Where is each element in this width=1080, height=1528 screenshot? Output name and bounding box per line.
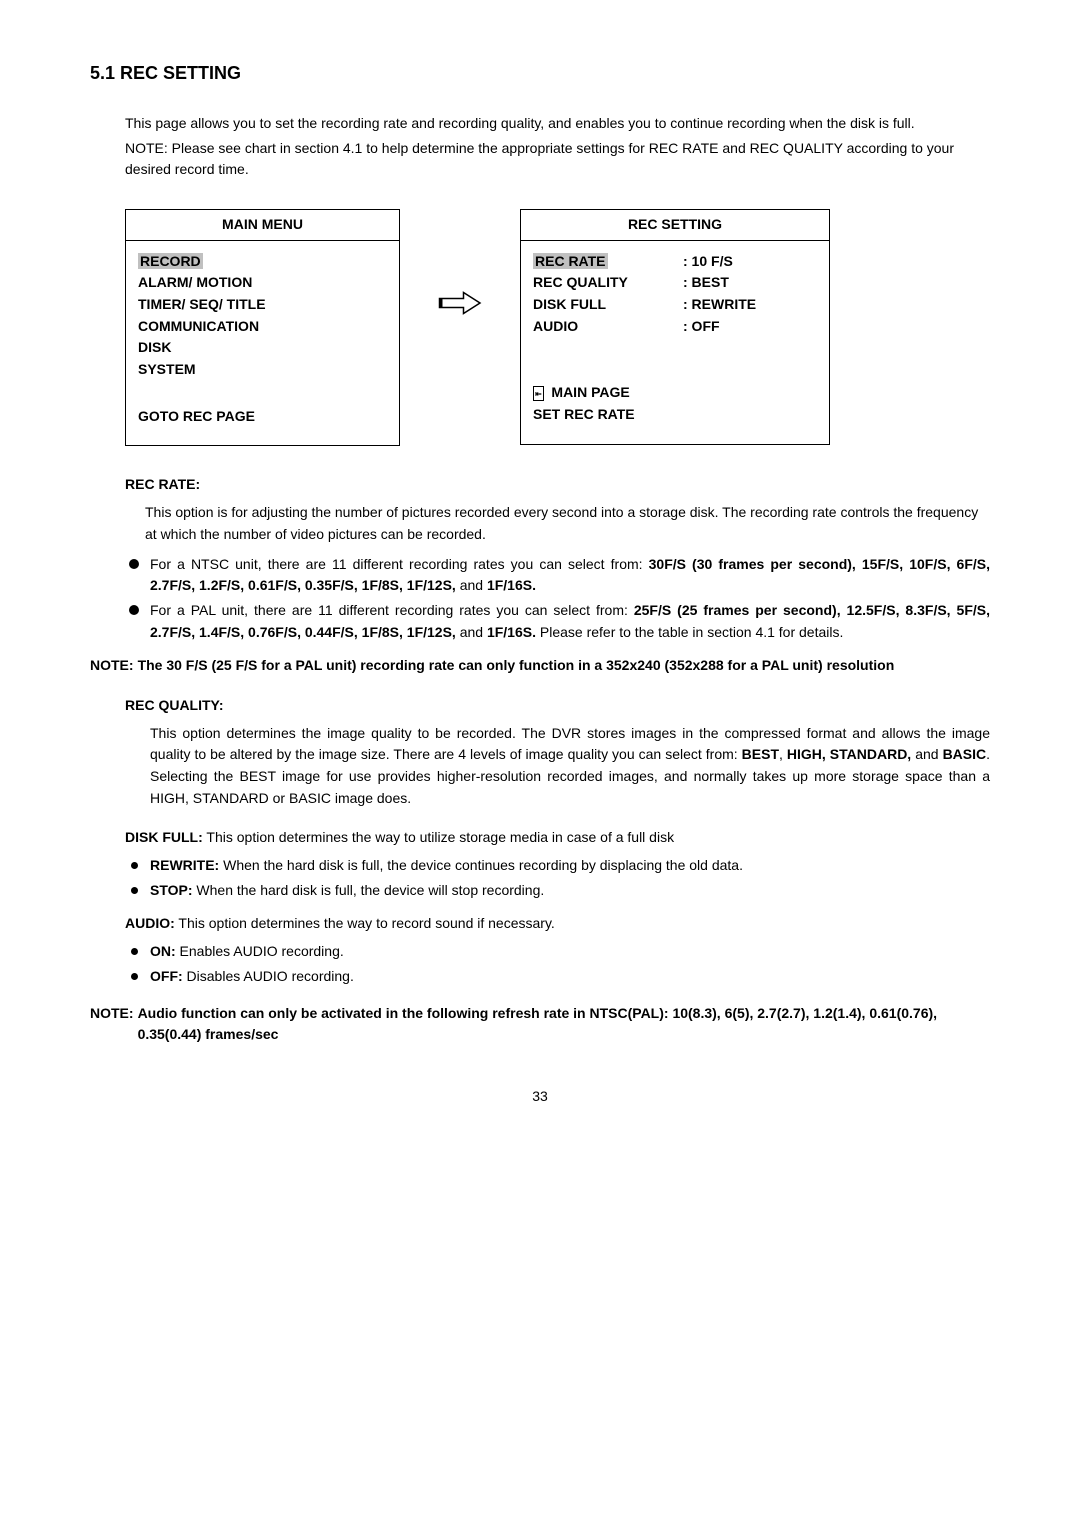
row-quality-value: : BEST [683, 272, 729, 294]
set-rec-rate: SET REC RATE [533, 404, 817, 426]
note2-label: NOTE: [90, 1003, 134, 1046]
diskfull-line: DISK FULL: This option determines the wa… [125, 827, 990, 849]
audio-list: ON: Enables AUDIO recording. OFF: Disabl… [125, 941, 990, 987]
note-label: NOTE: [90, 655, 134, 677]
menu-comm: COMMUNICATION [138, 316, 387, 338]
menu-alarm: ALARM/ MOTION [138, 272, 387, 294]
row-rate-value: : 10 F/S [683, 251, 733, 273]
stop-item: STOP: When the hard disk is full, the de… [125, 880, 990, 902]
rec-rate-desc: This option is for adjusting the number … [145, 502, 990, 545]
rec-quality-title: REC QUALITY: [125, 695, 990, 717]
row-rate-label: REC RATE [533, 253, 608, 269]
menu-goto: GOTO REC PAGE [138, 406, 387, 428]
page-number: 33 [90, 1086, 990, 1108]
intro-p1: This page allows you to set the recordin… [125, 113, 990, 135]
note-fps: NOTE: The 30 F/S (25 F/S for a PAL unit)… [90, 655, 990, 677]
row-audio-value: : OFF [683, 316, 720, 338]
menu-disk: DISK [138, 337, 387, 359]
row-quality-label: REC QUALITY [533, 272, 683, 294]
menu-timer: TIMER/ SEQ/ TITLE [138, 294, 387, 316]
main-page-label: MAIN PAGE [551, 384, 629, 400]
rec-quality-desc: This option determines the image quality… [150, 723, 990, 810]
menu-record: RECORD [138, 253, 203, 269]
note-body: The 30 F/S (25 F/S for a PAL unit) recor… [138, 655, 895, 677]
row-diskfull-label: DISK FULL [533, 294, 683, 316]
menu-diagram: MAIN MENU RECORD ALARM/ MOTION TIMER/ SE… [125, 209, 990, 447]
rewrite-item: REWRITE: When the hard disk is full, the… [125, 855, 990, 877]
note-audio: NOTE: Audio function can only be activat… [90, 1003, 990, 1046]
rec-setting-box: REC SETTING REC RATE : 10 F/S REC QUALITY… [520, 209, 830, 445]
on-item: ON: Enables AUDIO recording. [125, 941, 990, 963]
intro-block: This page allows you to set the recordin… [125, 113, 990, 181]
row-diskfull-value: : REWRITE [683, 294, 756, 316]
pal-item: For a PAL unit, there are 11 different r… [125, 600, 990, 643]
rec-rate-list: For a NTSC unit, there are 11 different … [125, 554, 990, 644]
audio-line: AUDIO: This option determines the way to… [125, 913, 990, 935]
main-menu-title: MAIN MENU [126, 210, 399, 241]
note2-body: Audio function can only be activated in … [138, 1003, 990, 1046]
main-menu-box: MAIN MENU RECORD ALARM/ MOTION TIMER/ SE… [125, 209, 400, 447]
off-item: OFF: Disables AUDIO recording. [125, 966, 990, 988]
menu-system: SYSTEM [138, 359, 387, 381]
diskfull-list: REWRITE: When the hard disk is full, the… [125, 855, 990, 901]
back-icon: ⇤ [533, 386, 544, 401]
ntsc-item: For a NTSC unit, there are 11 different … [125, 554, 990, 597]
rec-rate-title: REC RATE: [125, 474, 990, 496]
arrow-icon [438, 289, 483, 317]
back-main-line: ⇤ MAIN PAGE [533, 382, 817, 404]
page-heading: 5.1 REC SETTING [90, 60, 990, 88]
rec-setting-title: REC SETTING [521, 210, 829, 241]
intro-p2: NOTE: Please see chart in section 4.1 to… [125, 138, 990, 181]
row-audio-label: AUDIO [533, 316, 683, 338]
